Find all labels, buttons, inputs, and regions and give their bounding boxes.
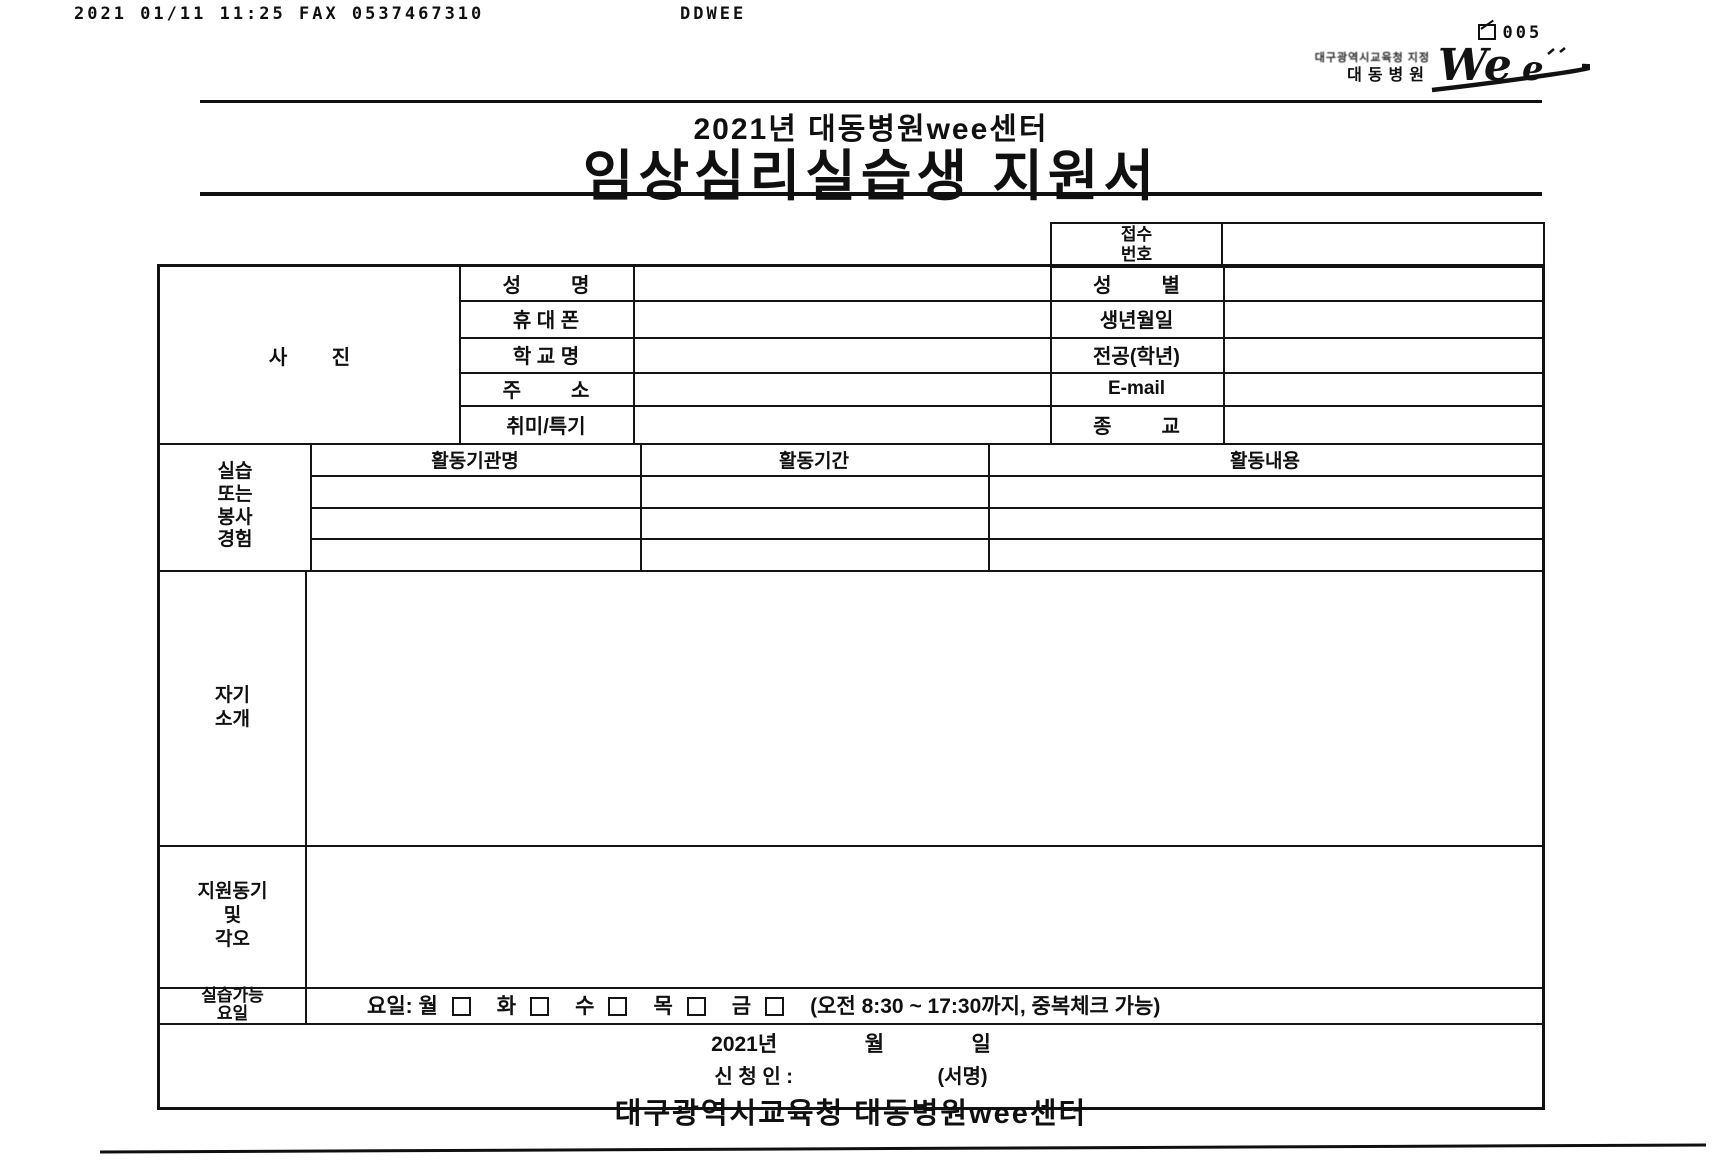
available-days-label: 실습가능 요일 [201, 986, 264, 1023]
motivation-field [305, 845, 1542, 987]
signature-label: (서명) [937, 1066, 988, 1088]
grid-line [1223, 267, 1225, 443]
available-days-prefix: 요일: [367, 995, 419, 1018]
label-name: 성 명 [502, 275, 590, 297]
applicant-gap [793, 1066, 937, 1088]
grid-line [160, 1023, 1542, 1025]
experience-section-label: 실습 또는 봉사 경험 [217, 460, 253, 551]
experience-row-content [988, 475, 1542, 507]
grid-line [459, 300, 1542, 302]
grid-line [160, 443, 1542, 445]
day-thursday: 목 [653, 995, 673, 1018]
day-wednesday: 수 [575, 995, 595, 1018]
logo-designation: 대구광역시교육청 지정 [1314, 52, 1430, 64]
field-school-name [633, 337, 1050, 372]
available-days-note: (오전 8:30 ~ 17:30까지, 중복체크 가능) [810, 995, 1161, 1018]
grid-line [160, 987, 1542, 989]
fax-page-number: 005 [1502, 23, 1543, 43]
grid-line [459, 405, 1542, 407]
self-intro-field [305, 570, 1542, 845]
label-major-year: 전공(학년) [1093, 346, 1180, 368]
wee-logo-icon: We e [1431, 40, 1590, 93]
available-days-row: 요일: 월 화 수 목 금 (오전 8:30 ~ 17:30까지, 중복체크 가… [305, 987, 1542, 1023]
checkbox-thursday [686, 997, 706, 1016]
field-birthdate [1223, 300, 1542, 337]
field-religion [1223, 405, 1542, 443]
photo-cell: 사 진 [268, 346, 351, 369]
field-mobile-phone [633, 300, 1050, 337]
grid-line [459, 267, 461, 443]
fax-timestamp: 2021 01/11 11:25 FAX 0537467310 [74, 4, 485, 24]
label-hobby-specialty: 취미/특기 [506, 415, 586, 438]
field-gender [1223, 267, 1542, 300]
page-bottom-scan-line [100, 1143, 1706, 1154]
applicant-label: 신 청 인 : [714, 1066, 793, 1088]
label-school-name: 학 교 명 [512, 346, 580, 368]
fax-station-id: DDWEE [680, 4, 747, 24]
label-mobile-phone: 휴 대 폰 [512, 310, 580, 332]
field-address [633, 372, 1050, 405]
experience-row-period [640, 538, 988, 570]
grid-line [310, 475, 1542, 477]
experience-row-content [988, 507, 1542, 538]
label-birthdate: 생년월일 [1099, 310, 1174, 332]
fax-page-icon [1478, 24, 1497, 40]
label-email: E-mail [1107, 377, 1166, 399]
experience-row-org [310, 475, 640, 507]
self-intro-label: 자기 소개 [215, 684, 250, 730]
experience-row-org [310, 538, 640, 570]
experience-row-org [310, 507, 640, 538]
grid-line [160, 570, 1542, 572]
experience-col-content: 활동내용 [1230, 450, 1300, 472]
date-line: 2021년 월 일 [711, 1033, 991, 1056]
motivation-label: 지원동기 및 각오 [197, 881, 268, 950]
receipt-number-field [1221, 222, 1545, 268]
applicant-line: 신 청 인 : (서명) [160, 1060, 1542, 1089]
form-title: 임상심리실습생 지원서 [582, 145, 1160, 207]
label-gender: 성 별 [1093, 275, 1180, 297]
logo-text-block: 대구광역시교육청 지정 대동병원 [1190, 52, 1430, 86]
grid-line [633, 267, 635, 443]
grid-line [305, 570, 307, 1023]
application-form-table: 사 진 성 명 휴 대 폰 학 교 명 주 소 취미/특기 성 별 생년월일 전… [157, 264, 1545, 1130]
experience-row-content [988, 538, 1542, 570]
grid-line [1050, 267, 1052, 443]
organization-line: 대구광역시교육청 대동병원wee센터 [614, 1098, 1088, 1130]
signature-block: 2021년 월 일 신 청 인 : (서명) 대구광역시교육청 대동병원wee센… [160, 1023, 1542, 1130]
grid-line [160, 845, 1542, 847]
checkbox-tuesday [530, 997, 550, 1016]
day-friday: 금 [731, 995, 752, 1018]
checkbox-friday [765, 997, 785, 1016]
grid-line [310, 538, 1542, 540]
field-major-year [1223, 337, 1542, 372]
day-tuesday: 화 [496, 995, 517, 1018]
day-monday: 월 [418, 995, 438, 1018]
field-email [1223, 372, 1542, 405]
title-top-rule [200, 100, 1542, 103]
checkbox-monday [451, 997, 471, 1016]
logo-hospital-name: 대동병원 [1347, 66, 1430, 84]
checkbox-wednesday [608, 997, 628, 1016]
grid-line [459, 372, 1542, 374]
experience-row-period [640, 475, 988, 507]
receipt-number-label: 접수 번호 [1050, 222, 1223, 268]
field-hobby-specialty [633, 405, 1050, 443]
experience-col-organization: 활동기관명 [431, 450, 519, 472]
label-religion: 종 교 [1093, 415, 1180, 438]
form-subtitle: 2021년 대동병원wee센터 [693, 113, 1049, 146]
experience-col-period: 활동기간 [779, 450, 849, 472]
fax-page-indicator: 005 [1452, 3, 1542, 43]
title-bottom-rule [200, 192, 1542, 196]
svg-text:e: e [1522, 49, 1544, 89]
grid-line [459, 337, 1542, 339]
field-name [633, 267, 1050, 300]
grid-line [310, 507, 1542, 509]
experience-row-period [640, 507, 988, 538]
label-address: 주 소 [502, 380, 590, 402]
